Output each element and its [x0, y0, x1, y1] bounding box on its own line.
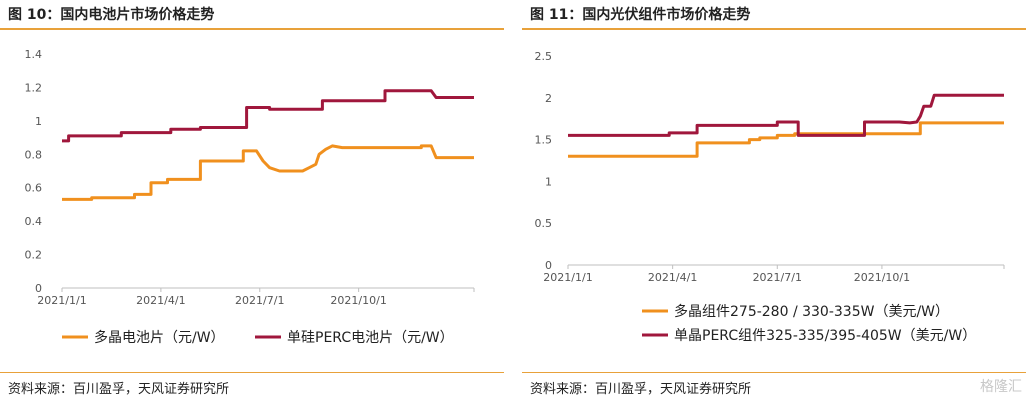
x-tick-label: 2021/4/1 [648, 271, 697, 284]
battery-price-chart: 0 0.2 0.4 0.6 0.8 1 1.2 1.4 2021/1/1 2021/4/1 2021… [25, 48, 475, 346]
legend-label-1: 多晶组件275-280 / 330-335W（美元/W） [674, 303, 949, 320]
title-rule [0, 28, 504, 30]
x-tick-label: 2021/10/1 [330, 294, 386, 307]
x-tick-label: 2021/4/1 [136, 294, 185, 307]
figure-title: 图 10：国内电池片市场价格走势 [8, 7, 215, 23]
y-tick-label: 1 [35, 115, 42, 128]
y-tick-label: 0.6 [25, 182, 43, 195]
y-tick-label: 0.2 [25, 249, 43, 262]
x-tick-label: 2021/7/1 [235, 294, 284, 307]
y-tick-label: 0.8 [25, 148, 43, 161]
series-line-1 [62, 144, 474, 201]
chart-panel-right: 图 11：国内光伏组件市场价格走势 0 0.5 1 1.5 2 2.5 2021/1/1 20… [522, 0, 1034, 404]
y-tick-label: 1.2 [25, 81, 43, 94]
source-rule [0, 372, 504, 373]
legend-label-1: 多晶电池片（元/W） [94, 329, 225, 346]
legend-label-2: 单晶PERC组件325-335/395-405W（美元/W） [674, 328, 976, 344]
source-note: 资料来源：百川盈孚，天风证券研究所 [8, 382, 230, 397]
y-tick-label: 0.4 [25, 215, 43, 228]
source-rule [522, 372, 1026, 373]
y-tick-label: 0 [545, 259, 552, 272]
x-tick-label: 2021/1/1 [37, 294, 86, 307]
x-tick-label: 2021/10/1 [854, 271, 910, 284]
series-line-1 [568, 121, 1004, 158]
y-tick-label: 1.5 [535, 134, 553, 147]
module-price-chart: 0 0.5 1 1.5 2 2.5 2021/1/1 2021/4/1 2021/7/1 2021… [535, 50, 1005, 344]
y-tick-label: 2.5 [535, 50, 553, 63]
figure-title: 图 11：国内光伏组件市场价格走势 [530, 7, 751, 23]
y-tick-label: 1.4 [25, 48, 43, 61]
series-line-2 [568, 93, 1004, 137]
y-tick-label: 2 [545, 92, 552, 105]
series-line-2 [62, 89, 474, 143]
legend-label-2: 单硅PERC电池片（元/W） [287, 330, 454, 346]
source-note: 资料来源：百川盈孚，天风证券研究所 [530, 382, 752, 397]
y-tick-label: 0 [35, 282, 42, 295]
y-tick-label: 0.5 [535, 217, 553, 230]
x-tick-label: 2021/7/1 [753, 271, 802, 284]
chart-panel-left: 图 10：国内电池片市场价格走势 0 0.2 0.4 0.6 0.8 1 1.2 1.4 202… [0, 0, 512, 404]
y-tick-label: 1 [545, 175, 552, 188]
watermark-logo: 格隆汇 [980, 379, 1022, 395]
title-rule [522, 28, 1026, 30]
x-tick-label: 2021/1/1 [543, 271, 592, 284]
